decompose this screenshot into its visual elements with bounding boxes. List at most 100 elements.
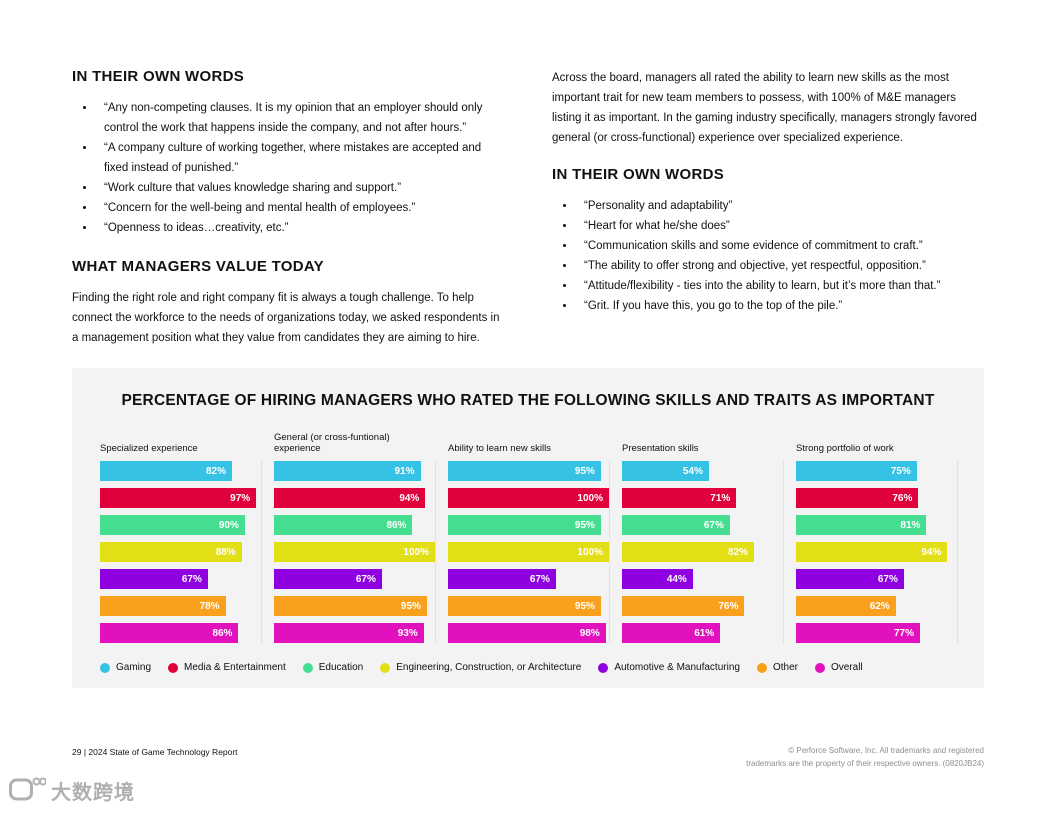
bar: 100% xyxy=(448,488,609,508)
bar-row: 95% xyxy=(448,515,609,535)
bar-row: 71% xyxy=(622,488,783,508)
quote-item: “Concern for the well-being and mental h… xyxy=(96,198,502,218)
bar: 91% xyxy=(274,461,421,481)
bar: 82% xyxy=(100,461,233,481)
quote-item: “A company culture of working together, … xyxy=(96,138,502,178)
quote-item: “The ability to offer strong and objecti… xyxy=(576,256,984,276)
bar-value-label: 94% xyxy=(921,546,942,558)
bar-value-label: 88% xyxy=(215,546,236,558)
managers-value-paragraph: Finding the right role and right company… xyxy=(72,292,500,344)
bar-row: 90% xyxy=(100,515,261,535)
chart-bars: 54% 71% 67% 82% 44% 76% 61% xyxy=(622,461,784,643)
bar-value-label: 86% xyxy=(386,519,407,531)
legend-dot-icon xyxy=(380,662,391,673)
legend-label: Engineering, Construction, or Architectu… xyxy=(396,662,582,673)
top-text-columns: IN THEIR OWN WORDS “Any non-competing cl… xyxy=(72,68,984,348)
section-title-own-words-right: IN THEIR OWN WORDS xyxy=(552,166,725,183)
bar-row: 67% xyxy=(796,569,957,589)
quotes-list-left: “Any non-competing clauses. It is my opi… xyxy=(72,98,502,238)
bar: 67% xyxy=(622,515,730,535)
bar-row: 62% xyxy=(796,596,957,616)
bar-value-label: 67% xyxy=(877,573,898,585)
footer-copyright-line1: © Perforce Software, Inc. All trademarks… xyxy=(788,746,984,755)
footer-copyright: © Perforce Software, Inc. All trademarks… xyxy=(746,744,984,770)
bar: 81% xyxy=(796,515,927,535)
bar-value-label: 75% xyxy=(890,465,911,477)
legend-label: Other xyxy=(772,662,798,673)
legend-dot-icon xyxy=(814,662,825,673)
chart-group: Strong portfolio of work 75% 76% 81% 94% 67% 6… xyxy=(796,428,958,650)
chart-bars: 95% 100% 95% 100% 67% 95% 98% xyxy=(448,461,610,643)
bar-row: 67% xyxy=(100,569,261,589)
bar-row: 88% xyxy=(100,542,261,562)
chart-bars: 91% 94% 86% 100% 67% 95% 93% xyxy=(274,461,436,643)
bar: 94% xyxy=(796,542,948,562)
bar-row: 82% xyxy=(100,461,261,481)
bar: 95% xyxy=(448,596,601,616)
bar-row: 95% xyxy=(274,596,435,616)
bar-row: 67% xyxy=(274,569,435,589)
legend-label: Automotive & Manufacturing xyxy=(614,662,740,673)
legend-item: Education xyxy=(302,662,364,673)
bar: 71% xyxy=(622,488,737,508)
bar-row: 61% xyxy=(622,623,783,643)
right-column: Across the board, managers all rated the… xyxy=(552,68,984,348)
bar-row: 76% xyxy=(622,596,783,616)
bar-value-label: 67% xyxy=(355,573,376,585)
section-title-own-words-left: IN THEIR OWN WORDS xyxy=(72,68,245,85)
bar-row: 77% xyxy=(796,623,957,643)
legend-dot-icon xyxy=(100,662,110,673)
bar-value-label: 54% xyxy=(682,465,703,477)
bar-value-label: 77% xyxy=(893,627,914,639)
bar-row: 91% xyxy=(274,461,435,481)
bar: 67% xyxy=(448,569,556,589)
bar-value-label: 95% xyxy=(574,600,595,612)
legend-item: Media & Entertainment xyxy=(168,662,286,673)
legend-item: Engineering, Construction, or Architectu… xyxy=(380,662,581,673)
legend-dot-icon xyxy=(168,662,179,673)
bar-value-label: 61% xyxy=(694,627,715,639)
bar-row: 81% xyxy=(796,515,957,535)
footer-page-number: 29 | 2024 State of Game Technology Repor… xyxy=(72,747,238,757)
chart-group: Ability to learn new skills 95% 100% 95% 100… xyxy=(448,428,610,650)
bar: 67% xyxy=(274,569,382,589)
chart-groups: Specialized experience 82% 97% 90% 88% 67% 78%… xyxy=(72,428,984,650)
chart-group-label: Ability to learn new skills xyxy=(448,443,551,454)
bar: 100% xyxy=(274,542,435,562)
bar-value-label: 67% xyxy=(703,519,724,531)
bar-value-label: 91% xyxy=(394,465,415,477)
legend-label: Gaming xyxy=(116,662,152,673)
chart-bars: 75% 76% 81% 94% 67% 62% 77% xyxy=(796,461,958,643)
bar: 95% xyxy=(274,596,427,616)
bar-row: 44% xyxy=(622,569,783,589)
legend-item: Automotive & Manufacturing xyxy=(598,662,740,673)
chart-group-label: Presentation skills xyxy=(622,443,699,454)
chart-panel: PERCENTAGE OF HIRING MANAGERS WHO RATED … xyxy=(72,368,984,688)
bar: 54% xyxy=(622,461,709,481)
bar: 86% xyxy=(274,515,413,535)
bar-row: 94% xyxy=(274,488,435,508)
legend-label: Education xyxy=(318,662,364,673)
bar-value-label: 67% xyxy=(181,573,202,585)
bar-value-label: 76% xyxy=(718,600,739,612)
bar-row: 94% xyxy=(796,542,957,562)
bar: 67% xyxy=(100,569,208,589)
bar: 67% xyxy=(796,569,904,589)
quote-item: “Personality and adaptability” xyxy=(576,196,984,216)
legend-label: Media & Entertainment xyxy=(184,662,286,673)
chart-bars: 82% 97% 90% 88% 67% 78% 86% xyxy=(100,461,262,643)
bar: 61% xyxy=(622,623,721,643)
bar-value-label: 97% xyxy=(230,492,251,504)
bar-value-label: 100% xyxy=(403,546,429,558)
chart-group: Specialized experience 82% 97% 90% 88% 67% 78%… xyxy=(100,428,262,650)
bar-value-label: 78% xyxy=(199,600,220,612)
chart-legend: Gaming Media & Entertainment Education Engi… xyxy=(72,662,984,673)
legend-label: Overall xyxy=(830,662,863,673)
chart-group-label: Specialized experience xyxy=(100,443,198,454)
bar: 95% xyxy=(448,515,601,535)
bar: 82% xyxy=(622,542,755,562)
bar: 44% xyxy=(622,569,693,589)
chart-group: Presentation skills 54% 71% 67% 82% 44% 76% 61% xyxy=(622,428,784,650)
chart-group: General (or cross-funtional) experience 9… xyxy=(274,428,436,650)
bar-row: 78% xyxy=(100,596,261,616)
